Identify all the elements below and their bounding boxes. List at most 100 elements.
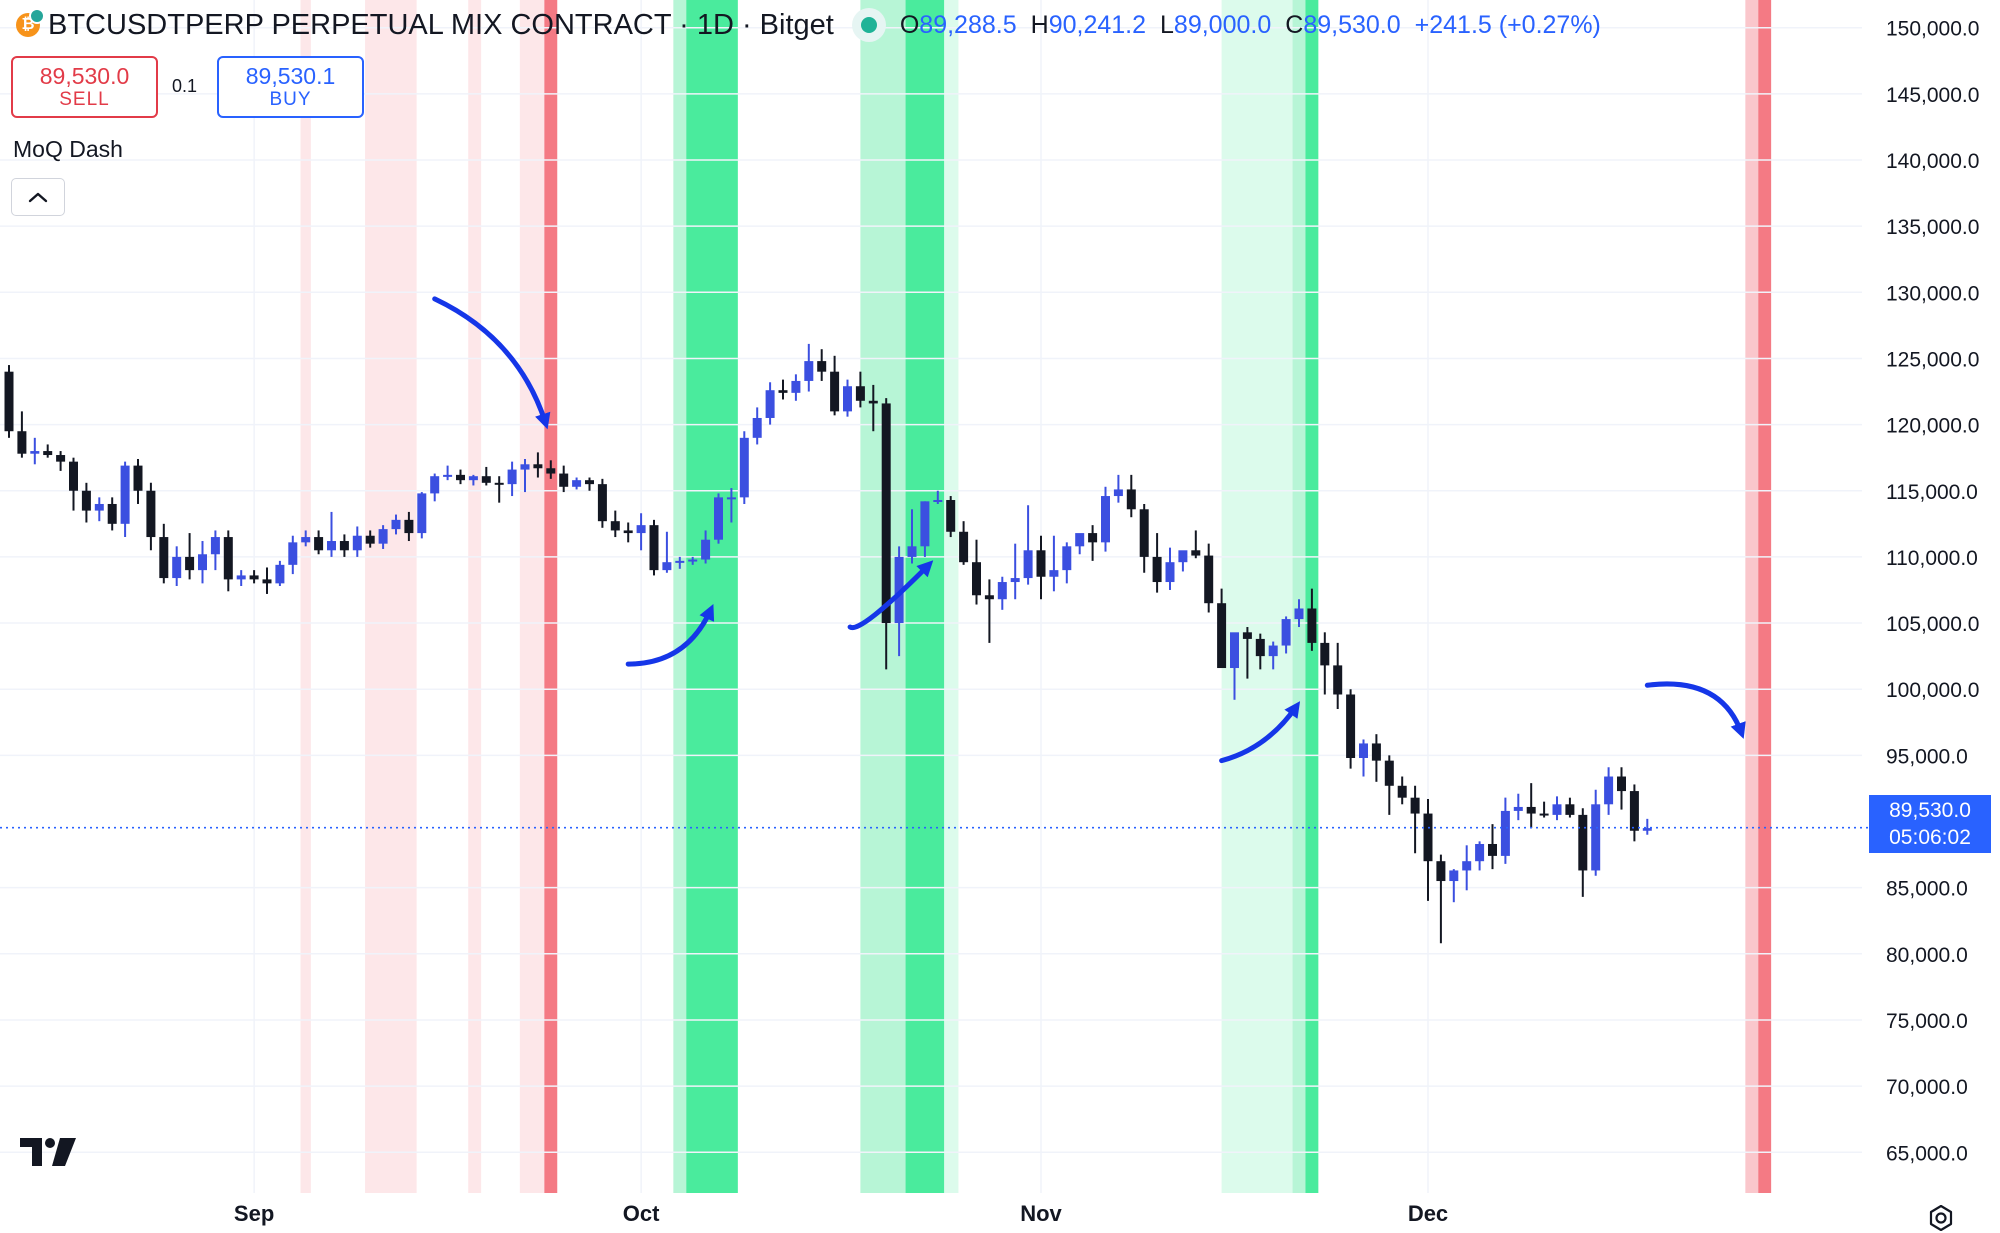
candle-body bbox=[301, 537, 311, 543]
candle-body bbox=[701, 539, 711, 560]
candle bbox=[69, 457, 78, 511]
candle-body bbox=[159, 537, 169, 579]
candle bbox=[1410, 785, 1420, 854]
candle bbox=[481, 466, 491, 486]
candle bbox=[494, 476, 504, 503]
candle-body bbox=[365, 535, 375, 544]
x-tick-label: Nov bbox=[1020, 1201, 1062, 1226]
candle bbox=[572, 477, 582, 490]
candle bbox=[288, 535, 298, 575]
candle bbox=[597, 478, 607, 528]
candle-body bbox=[1578, 814, 1588, 871]
candle bbox=[1075, 533, 1085, 555]
candle-body bbox=[1075, 533, 1085, 547]
candle bbox=[1578, 808, 1588, 897]
collapse-indicators-button[interactable] bbox=[11, 178, 65, 216]
candle-body bbox=[1255, 638, 1265, 657]
candle-body bbox=[843, 386, 852, 412]
candle-body bbox=[1088, 533, 1098, 543]
candle bbox=[94, 497, 104, 522]
candle bbox=[133, 458, 143, 504]
candle bbox=[1346, 689, 1356, 769]
candle bbox=[1449, 869, 1459, 903]
candle-body bbox=[43, 451, 53, 456]
candle bbox=[649, 519, 659, 576]
candle-body bbox=[30, 451, 40, 454]
candle bbox=[907, 509, 917, 564]
candle-body bbox=[855, 386, 865, 401]
annotation-arrows bbox=[432, 296, 1746, 764]
candle bbox=[4, 365, 14, 438]
bitcoin-icon[interactable]: ₿ bbox=[16, 8, 45, 37]
candle bbox=[1178, 550, 1188, 572]
candle bbox=[997, 576, 1007, 610]
candle bbox=[894, 546, 904, 657]
candle-body bbox=[752, 417, 762, 438]
candle-body bbox=[997, 582, 1007, 600]
price-axis: 150,000.0 145,000.0 140,000.0 135,000.0 130,… bbox=[1886, 18, 1979, 1166]
x-tick-label: Sep bbox=[234, 1201, 274, 1226]
candle bbox=[430, 473, 440, 502]
signal-band bbox=[944, 0, 959, 1193]
candle-body bbox=[327, 541, 336, 551]
indicator-name[interactable]: MoQ Dash bbox=[13, 136, 123, 162]
candle-body bbox=[456, 474, 465, 481]
candle bbox=[688, 556, 698, 565]
candle-body bbox=[1346, 694, 1356, 758]
candle bbox=[726, 488, 736, 523]
candle-body bbox=[94, 503, 104, 511]
y-tick-label: 100,000.0 bbox=[1886, 679, 1979, 702]
candle bbox=[1023, 505, 1033, 585]
ohlc-legend: O89,288.5 H90,241.2 L89,000.0 C89,530.0 … bbox=[900, 11, 1601, 40]
candle bbox=[817, 349, 827, 381]
y-tick-label: 85,000.0 bbox=[1886, 878, 1968, 901]
candle bbox=[623, 522, 633, 543]
candle bbox=[1281, 616, 1291, 654]
tradingview-logo-icon[interactable] bbox=[20, 1138, 76, 1166]
candle bbox=[327, 511, 336, 557]
signal-band bbox=[673, 0, 687, 1193]
candle bbox=[1617, 767, 1626, 810]
candle bbox=[1371, 734, 1381, 782]
candle bbox=[352, 526, 362, 557]
candle-body bbox=[1217, 603, 1227, 669]
candle bbox=[1217, 588, 1227, 669]
y-tick-label: 140,000.0 bbox=[1886, 150, 1979, 173]
y-tick-label: 65,000.0 bbox=[1886, 1142, 1968, 1165]
candle-body bbox=[1152, 556, 1162, 583]
candle bbox=[1062, 542, 1072, 584]
candle-body bbox=[507, 469, 517, 485]
candle bbox=[675, 556, 685, 569]
candle bbox=[314, 530, 324, 555]
candle-body bbox=[1023, 550, 1033, 579]
candle bbox=[1359, 739, 1368, 777]
market-status-icon[interactable] bbox=[851, 8, 886, 42]
candle bbox=[920, 501, 930, 557]
candle bbox=[185, 533, 195, 580]
candle-body bbox=[1449, 870, 1459, 882]
candle-body bbox=[210, 537, 220, 555]
candle bbox=[159, 523, 169, 584]
symbol-title[interactable]: BTCUSDTPERP PERPETUAL MIX CONTRACT · 1D … bbox=[48, 8, 834, 41]
candle-body bbox=[1397, 785, 1407, 798]
candle-body bbox=[907, 546, 917, 557]
buy-button[interactable]: 89,530.1 BUY bbox=[217, 56, 364, 118]
candle-body bbox=[1281, 619, 1291, 646]
candle bbox=[120, 461, 130, 538]
order-quantity[interactable]: 0.1 bbox=[172, 76, 198, 96]
candle bbox=[636, 513, 646, 551]
candle-body bbox=[468, 476, 478, 481]
candle-body bbox=[662, 562, 672, 571]
candle bbox=[1088, 525, 1098, 561]
signal-band bbox=[1758, 0, 1772, 1193]
candle bbox=[662, 531, 672, 573]
candle bbox=[868, 384, 878, 432]
sell-button[interactable]: 89,530.0 SELL bbox=[11, 56, 158, 118]
candle-body bbox=[675, 560, 685, 563]
candle-body bbox=[881, 403, 891, 624]
candle-body bbox=[1268, 645, 1278, 657]
candle bbox=[610, 510, 620, 538]
candle bbox=[701, 530, 711, 564]
settings-icon[interactable] bbox=[1928, 1205, 1954, 1231]
